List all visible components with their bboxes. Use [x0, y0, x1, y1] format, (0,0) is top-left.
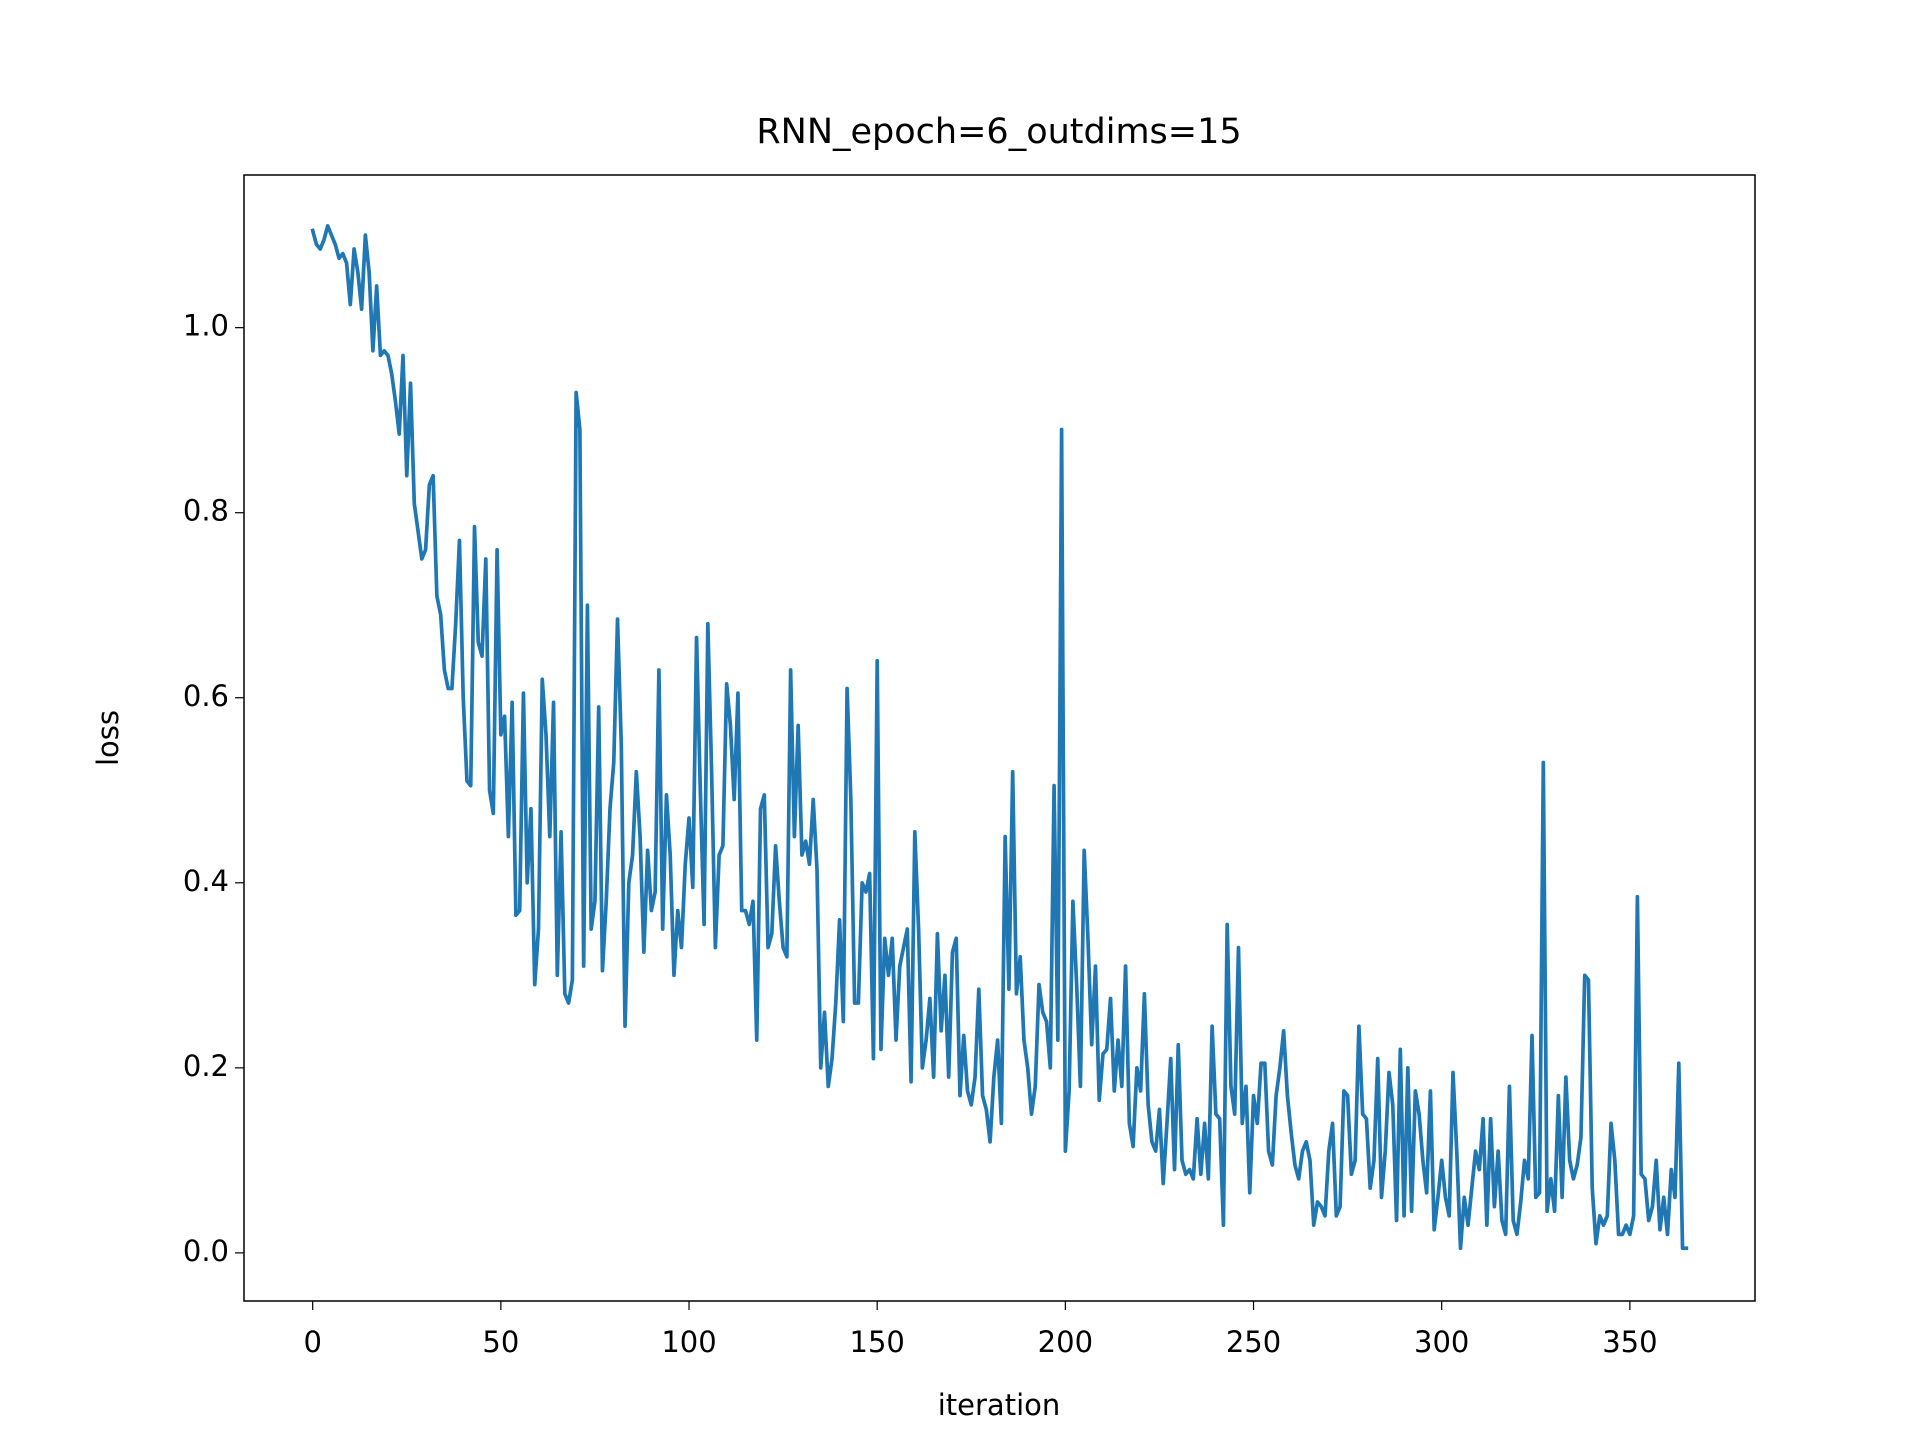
plot-frame: [243, 174, 1756, 1302]
x-tick-label: 300: [1414, 1325, 1469, 1359]
y-tick-label: 1.0: [183, 309, 229, 343]
x-tick-label: 350: [1602, 1325, 1657, 1359]
x-tick-label: 0: [303, 1325, 321, 1359]
chart-title: RNN_epoch=6_outdims=15: [756, 112, 1241, 152]
x-tick-label: 250: [1226, 1325, 1281, 1359]
y-tick-label: 0.0: [183, 1234, 229, 1268]
x-tick-label: 100: [661, 1325, 716, 1359]
y-tick-label: 0.8: [183, 494, 229, 528]
x-tick-label: 50: [482, 1325, 519, 1359]
x-tick-label: 150: [850, 1325, 905, 1359]
x-axis-label: iteration: [938, 1388, 1061, 1422]
x-tick-label: 200: [1038, 1325, 1093, 1359]
y-tick-label: 0.2: [183, 1049, 229, 1083]
y-tick-label: 0.6: [183, 679, 229, 713]
y-axis-label: loss: [91, 710, 125, 766]
y-tick-label: 0.4: [183, 864, 229, 898]
loss-line: [310, 224, 1689, 1251]
